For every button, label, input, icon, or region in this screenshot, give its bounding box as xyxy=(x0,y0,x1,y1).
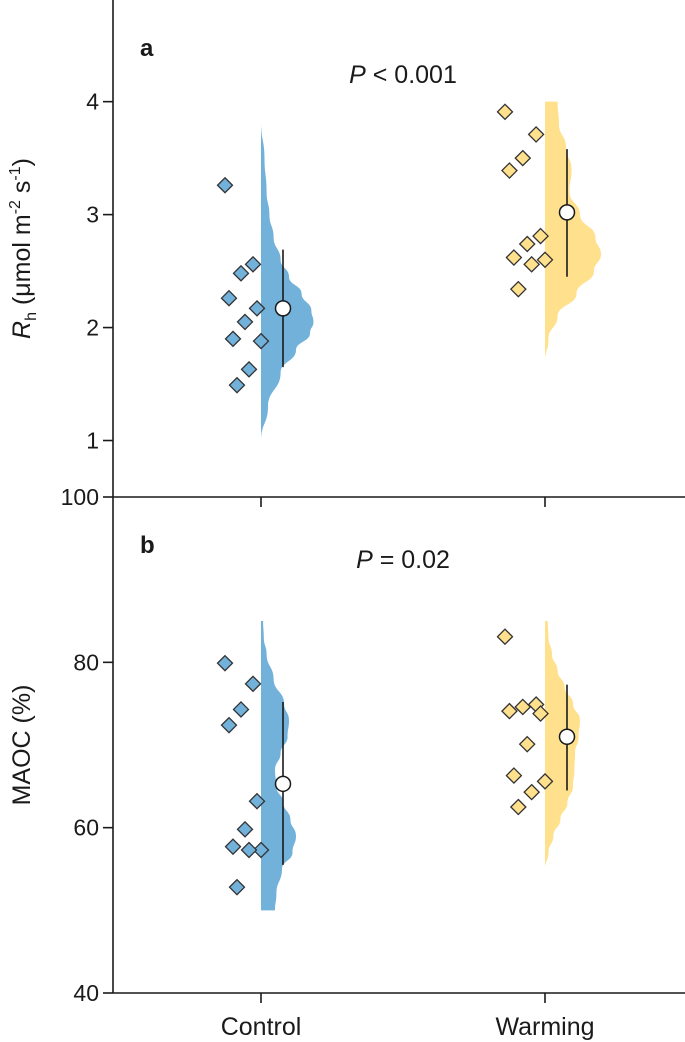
data-point xyxy=(228,376,246,394)
data-point xyxy=(240,360,258,378)
data-point xyxy=(252,332,270,350)
data-point xyxy=(536,251,554,269)
x-category-label: Control xyxy=(221,1013,302,1041)
y-axis-label: MAOC (%) xyxy=(8,685,36,806)
y-axis-label: Rh (μmol m-2 s-1) xyxy=(7,158,40,339)
data-point xyxy=(248,299,266,317)
series-warming xyxy=(496,101,601,362)
data-point xyxy=(248,792,266,810)
data-point xyxy=(496,103,514,121)
data-point xyxy=(505,249,523,266)
data-point xyxy=(514,149,532,167)
p-value-text: = 0.02 xyxy=(373,546,450,574)
data-point xyxy=(228,878,246,896)
y-tick-label: 100 xyxy=(61,484,99,510)
data-point xyxy=(536,772,554,790)
violin-density xyxy=(545,101,601,362)
data-point xyxy=(216,654,234,672)
chart-panel-b: 40 60 80 100 b P = 0.02 MAOC (%) xyxy=(8,484,685,1006)
panel-letter: b xyxy=(140,532,155,559)
data-point xyxy=(240,841,258,859)
mean-point xyxy=(274,775,292,793)
y-tick-label: 1 xyxy=(86,428,99,454)
violin-density xyxy=(261,621,296,911)
y-tick-label: 40 xyxy=(73,980,99,1006)
data-point xyxy=(236,820,254,838)
y-tick-label: 4 xyxy=(86,89,99,115)
data-point xyxy=(232,264,250,282)
data-point xyxy=(509,280,527,298)
data-point xyxy=(523,255,541,273)
p-value-annotation: P = 0.02 xyxy=(356,546,450,574)
y-label-main: R xyxy=(8,321,36,339)
data-point xyxy=(501,162,518,179)
data-point xyxy=(232,701,250,718)
y-label-text: ) xyxy=(8,158,36,166)
data-point xyxy=(252,841,270,859)
data-point xyxy=(236,313,254,331)
mean-point xyxy=(558,728,576,745)
data-point xyxy=(518,735,536,753)
data-point xyxy=(514,698,532,716)
p-value-annotation: P < 0.001 xyxy=(349,61,457,89)
y-tick-label: 2 xyxy=(86,315,99,341)
p-value-text: < 0.001 xyxy=(366,61,457,89)
data-point xyxy=(518,235,536,253)
series-control xyxy=(216,121,314,441)
violin-density xyxy=(545,621,580,869)
y-tick-label: 3 xyxy=(86,202,99,228)
mean-point xyxy=(274,300,292,317)
p-symbol: P xyxy=(349,61,366,89)
y-tick-label: 80 xyxy=(73,649,99,675)
data-point xyxy=(224,330,242,348)
panel-letter: a xyxy=(140,35,154,62)
data-point xyxy=(509,798,527,816)
y-tick-label: 60 xyxy=(73,815,99,841)
series-control xyxy=(216,621,296,911)
x-category-label: Warming xyxy=(495,1013,594,1041)
data-point xyxy=(220,716,238,734)
data-point xyxy=(244,675,262,693)
data-point xyxy=(224,838,242,856)
data-point xyxy=(496,628,514,646)
data-point xyxy=(532,705,549,723)
data-point xyxy=(527,125,545,143)
data-point xyxy=(216,176,234,194)
data-point xyxy=(532,227,549,245)
data-point xyxy=(501,702,518,720)
y-label-text: s xyxy=(8,181,36,200)
chart-panel-a: 1 2 3 4 a P < 0.001 Rh (μmol m-2 s-1) xyxy=(7,0,685,507)
y-label-text: (μmol m xyxy=(8,214,36,312)
data-point xyxy=(220,289,238,307)
data-point xyxy=(244,255,262,273)
p-symbol: P xyxy=(356,546,373,574)
series-warming xyxy=(496,621,580,869)
violin-density xyxy=(261,121,314,441)
y-label-sub: h xyxy=(23,312,40,321)
y-label-sup: -1 xyxy=(7,166,24,180)
data-point xyxy=(523,783,541,801)
data-point xyxy=(505,767,523,785)
y-label-sup: -2 xyxy=(7,200,24,214)
mean-point xyxy=(558,204,576,221)
